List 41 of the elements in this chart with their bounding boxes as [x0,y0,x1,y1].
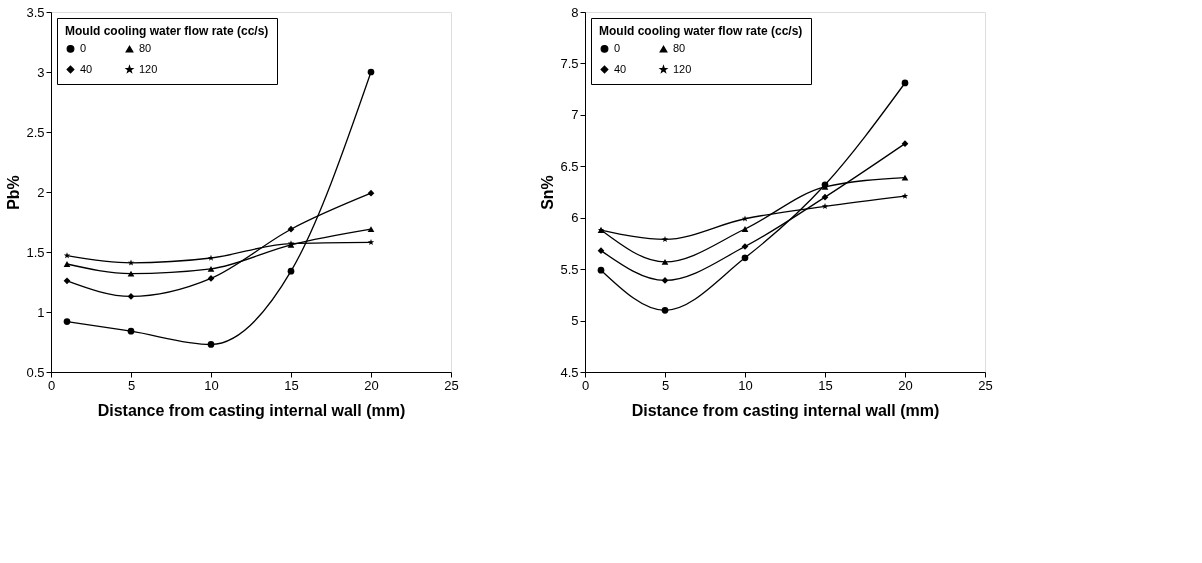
x-axis-title: Distance from casting internal wall (mm) [631,401,940,419]
y-tick-label: 5.5 [560,261,579,277]
y-axis-title: Sn% [539,175,557,210]
y-tick-label: 1.5 [26,244,45,260]
y-tick-label: 6.5 [560,158,579,174]
x-tick-label: 20 [364,377,379,393]
y-tick-label: 0.5 [26,364,45,380]
legend-label: 40 [80,62,93,75]
y-axis-title: Pb% [5,175,23,210]
x-tick-label: 0 [47,377,56,393]
x-tick-label: 15 [818,377,833,393]
y-tick-label: 1 [37,304,45,320]
legend-title: Mould cooling water flow rate (cc/s) [599,24,803,38]
x-tick-label: 15 [284,377,299,393]
x-axis-title: Distance from casting internal wall (mm) [97,401,406,419]
legend-label: 0 [80,41,87,54]
y-tick-label: 2.5 [26,124,45,140]
x-tick-label: 25 [978,377,993,393]
y-tick-label: 6 [571,210,579,226]
y-tick-label: 8 [571,4,579,20]
legend-title: Mould cooling water flow rate (cc/s) [65,24,269,38]
legend-label: 0 [614,41,621,54]
y-tick-label: 5 [571,313,579,329]
y-tick-label: 3.5 [26,4,45,20]
x-tick-label: 5 [127,377,136,393]
legend-label: 120 [139,62,158,75]
legend-label: 80 [673,42,686,55]
x-tick-label: 10 [204,377,219,393]
legend-label: 40 [614,62,627,75]
y-tick-label: 4.5 [560,364,579,380]
x-tick-label: 25 [444,377,459,393]
x-tick-label: 5 [661,377,670,393]
y-tick-label: 2 [37,184,45,200]
x-tick-label: 20 [898,377,913,393]
y-tick-label: 7 [571,107,579,123]
legend-label: 120 [673,62,692,75]
x-tick-label: 10 [738,377,753,393]
y-tick-label: 7.5 [560,55,579,71]
x-tick-label: 0 [581,377,590,393]
legend-label: 80 [139,42,152,55]
y-tick-label: 3 [37,64,45,80]
